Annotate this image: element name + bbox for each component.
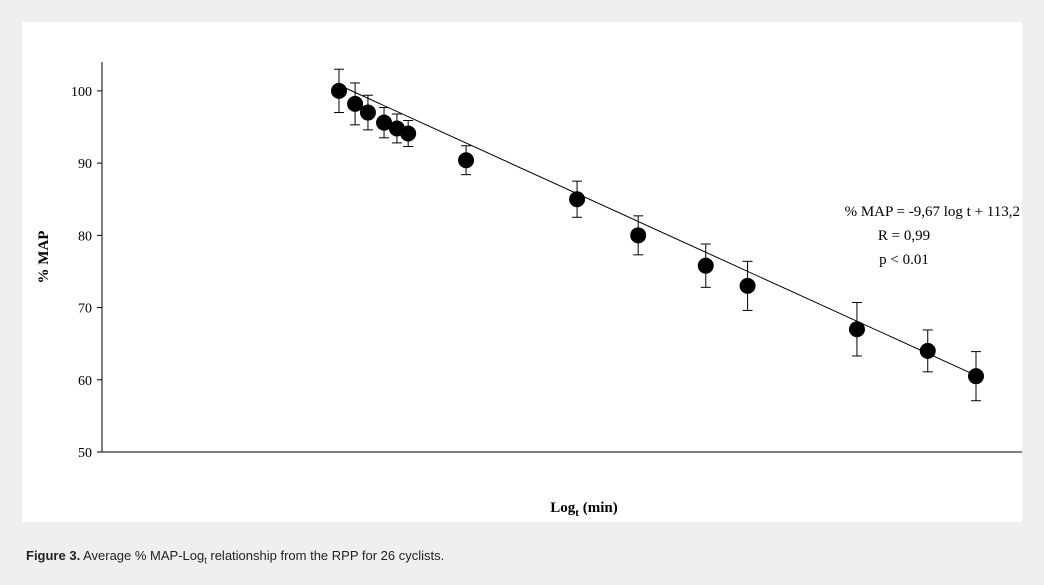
data-point (359, 104, 376, 121)
axes: 50 60 70 80 90 100 (71, 62, 1022, 461)
data-point (331, 82, 347, 99)
annotation-line: p < 0.01 (879, 252, 929, 268)
y-axis-label: % MAP (36, 231, 52, 284)
data-point (968, 368, 984, 385)
data-point (630, 227, 647, 244)
x-axis-label-subscript: t (575, 507, 579, 519)
x-axis-label-main: Log (550, 500, 576, 516)
caption-subscript: t (204, 555, 207, 566)
data-point (376, 114, 393, 131)
data-point (458, 152, 475, 169)
y-tick-label: 90 (78, 157, 92, 172)
annotation-line: % MAP = -9,67 log t + 113,2 (845, 204, 1020, 220)
y-tick-label: 100 (71, 85, 92, 100)
data-point (848, 321, 865, 338)
data-point (739, 277, 756, 294)
data-point (400, 125, 417, 142)
y-tick-label: 70 (78, 302, 92, 317)
caption-text-before: Average % MAP-Log (80, 548, 205, 563)
y-tick-label: 50 (78, 446, 92, 461)
regression-line (338, 84, 977, 376)
plot-panel: 50 60 70 80 90 100 % MAP Logt (min) % MAP = -… (22, 22, 1022, 522)
figure-caption: Figure 3. Average % MAP-Logt relationshi… (26, 548, 444, 566)
caption-text-after: relationship from the RPP for 26 cyclist… (206, 548, 445, 563)
data-point (919, 342, 936, 359)
x-axis-label-unit: (min) (579, 500, 618, 516)
data-point (347, 95, 364, 112)
annotation-line: R = 0,99 (878, 228, 930, 244)
chart: 50 60 70 80 90 100 % MAP Logt (min) % MAP = -… (36, 62, 1022, 519)
y-tick-label: 60 (78, 374, 92, 389)
data-point (569, 191, 586, 208)
data-point (697, 257, 714, 274)
y-tick-label: 80 (78, 229, 92, 244)
x-axis-label: Logt (min) (550, 500, 617, 519)
caption-label: Figure 3. (26, 548, 81, 563)
